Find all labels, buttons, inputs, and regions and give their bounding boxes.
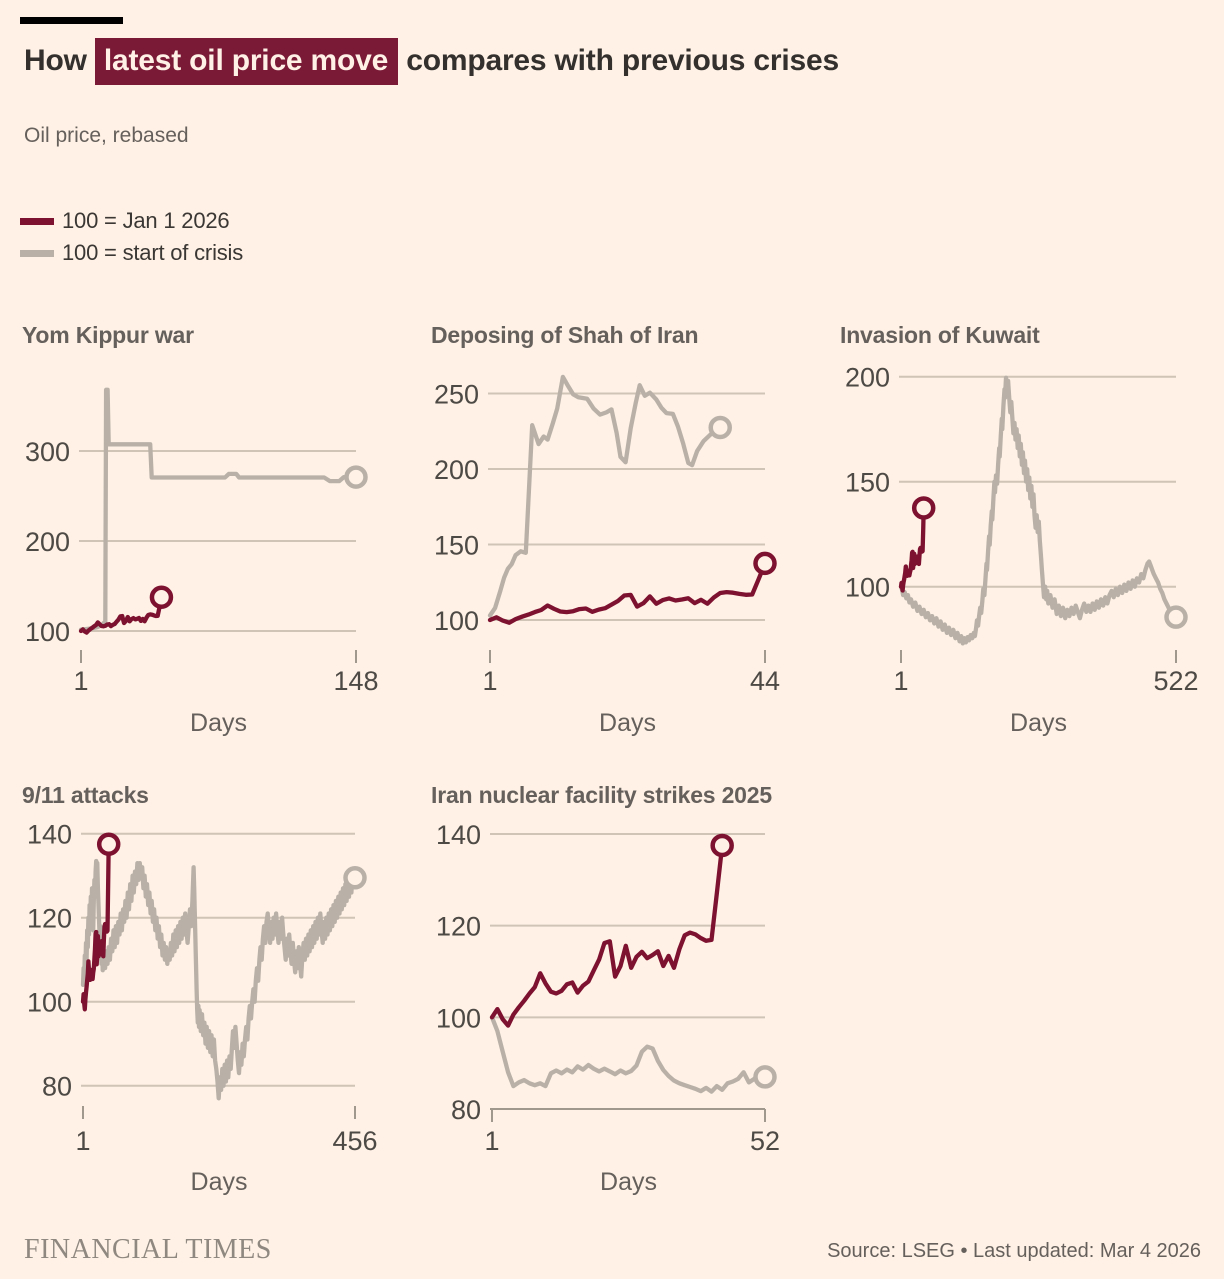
x-tick-label: 1 [75,1126,90,1156]
ft-logo: FINANCIAL TIMES [24,1234,272,1265]
series-line-crisis [487,374,723,618]
page-title-suffix: compares with previous crises [398,44,839,77]
y-tick-label: 100 [845,573,890,603]
x-tick-label: 1 [484,1126,499,1156]
legend-label-current: 100 = Jan 1 2026 [62,208,230,233]
x-tick-label: 1 [73,666,88,696]
x-axis-title: Days [190,709,247,737]
legend-swatch-current [20,217,54,225]
y-tick-label: 120 [27,904,72,934]
page-title: How latest oil price move compares with … [24,36,839,86]
y-tick-label: 80 [451,1095,481,1125]
y-tick-label: 250 [434,380,479,410]
chart-title-deposing-of-shah: Deposing of Shah of Iran [431,322,699,348]
x-tick-label: 522 [1153,666,1198,696]
source-note: Source: LSEG • Last updated: Mar 4 2026 [827,1240,1201,1262]
series-end-marker-crisis [708,415,732,440]
page-title-highlight: latest oil price move [94,38,399,85]
x-tick-label: 1 [893,666,908,696]
x-tick-label: 52 [750,1126,780,1156]
y-tick-label: 150 [434,531,479,561]
chart-title-yom-kippur-war: Yom Kippur war [22,322,194,348]
x-axis-title: Days [600,1168,657,1196]
series-line-current [898,505,926,593]
legend-label-crisis: 100 = start of crisis [62,240,244,265]
series-line-crisis [80,858,358,1101]
chart-subtitle: Oil price, rebased [24,124,189,147]
y-tick-label: 140 [27,820,72,850]
series-line-crisis [78,387,359,632]
series-end-marker-current [753,551,777,576]
y-tick-label: 80 [42,1072,72,1102]
y-tick-label: 200 [845,363,890,393]
y-tick-label: 100 [434,606,479,636]
series-line-current [487,561,768,625]
series-end-marker-current [710,833,734,858]
y-tick-label: 140 [436,820,481,850]
ft-top-bar [20,17,123,24]
y-tick-label: 150 [845,468,890,498]
chart-title-iran-strikes-2025: Iran nuclear facility strikes 2025 [431,782,772,808]
series-end-marker-current [149,585,174,609]
series-end-marker-crisis [1164,605,1188,629]
series-end-marker-crisis [344,465,368,489]
series-end-marker-crisis [343,866,367,890]
chart-title-invasion-of-kuwait: Invasion of Kuwait [840,322,1040,348]
legend-item-current: 100 = Jan 1 2026 [20,205,243,237]
series-line-current [78,595,164,635]
legend-swatch-crisis [20,249,54,257]
y-tick-label: 120 [436,912,481,942]
y-tick-label: 100 [436,1003,481,1033]
x-tick-label: 456 [332,1126,377,1156]
x-axis-title: Days [191,1168,248,1196]
y-tick-label: 200 [25,527,70,557]
y-tick-label: 300 [25,437,70,467]
legend: 100 = Jan 1 2026 100 = start of crisis [20,205,243,269]
series-line-current [80,842,111,1012]
x-tick-label: 1 [482,666,497,696]
y-tick-label: 200 [434,455,479,485]
series-line-current [489,843,725,1028]
series-line-crisis [898,375,1179,646]
x-tick-label: 148 [333,666,378,696]
y-tick-label: 100 [27,988,72,1018]
series-end-marker-crisis [753,1065,777,1089]
series-line-crisis [489,1015,768,1094]
series-end-marker-current [911,496,936,520]
series-end-marker-current [96,832,121,856]
x-axis-title: Days [599,709,656,737]
chart-title-911-attacks: 9/11 attacks [22,782,149,808]
page-title-prefix: How [24,44,95,77]
x-axis-title: Days [1010,709,1067,737]
x-tick-label: 44 [750,666,780,696]
y-tick-label: 100 [25,617,70,647]
legend-item-crisis: 100 = start of crisis [20,237,243,269]
